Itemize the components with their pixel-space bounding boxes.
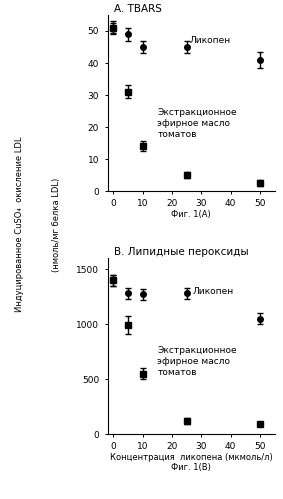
Text: Ликопен: Ликопен [192,287,234,296]
Text: Экстракционное
эфирное масло
томатов: Экстракционное эфирное масло томатов [157,108,237,139]
X-axis label: Фиг. 1(A): Фиг. 1(A) [171,210,211,219]
Text: Ликопен: Ликопен [190,36,231,45]
Text: B. Липидные пероксиды: B. Липидные пероксиды [114,247,249,257]
Text: (нмоль/мг белка LDL): (нмоль/мг белка LDL) [52,178,61,271]
Text: A. TBARS: A. TBARS [114,4,162,14]
Text: Экстракционное
эфирное масло
томатов: Экстракционное эфирное масло томатов [157,346,237,377]
Text: Индуцированное CuSO₄  окисление LDL: Индуцированное CuSO₄ окисление LDL [15,137,24,312]
X-axis label: Концентрация  ликопена (мкмоль/л)
Фиг. 1(B): Концентрация ликопена (мкмоль/л) Фиг. 1(… [110,453,273,472]
